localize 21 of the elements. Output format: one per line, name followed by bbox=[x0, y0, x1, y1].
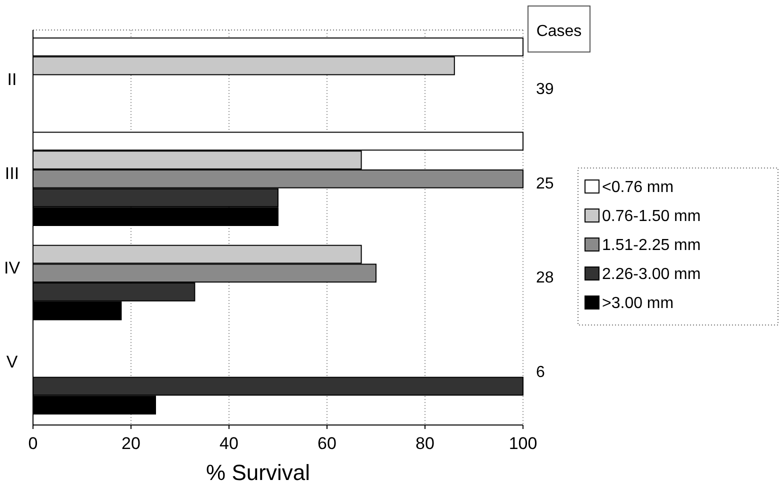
x-tick-label: 40 bbox=[220, 434, 238, 453]
y-tick-label: II bbox=[7, 70, 17, 89]
text: 28 bbox=[536, 270, 554, 287]
legend-label: 2.26-3.00 mm bbox=[602, 266, 701, 283]
legend-label: 0.76-1.50 mm bbox=[602, 208, 701, 225]
y-tick-label: V bbox=[6, 352, 18, 372]
y-tick-label: IV bbox=[4, 258, 21, 278]
x-tick-label: 20 bbox=[122, 434, 140, 453]
legend-label: 1.51-2.25 mm bbox=[602, 237, 701, 254]
x-tick-label: 100 bbox=[508, 434, 538, 453]
text: 6 bbox=[536, 364, 545, 381]
x-tick-label: 60 bbox=[318, 434, 336, 453]
legend-label: <0.76 mm bbox=[602, 179, 674, 196]
text: 39 bbox=[536, 81, 554, 98]
text: 25 bbox=[536, 175, 554, 192]
y-tick-label: III bbox=[4, 164, 20, 184]
x-tick-label: 0 bbox=[28, 434, 38, 453]
text: Cases bbox=[536, 23, 582, 40]
x-tick-label: 80 bbox=[416, 434, 434, 453]
x-axis-title: % Survival bbox=[206, 460, 310, 485]
legend-label: >3.00 mm bbox=[602, 295, 674, 312]
